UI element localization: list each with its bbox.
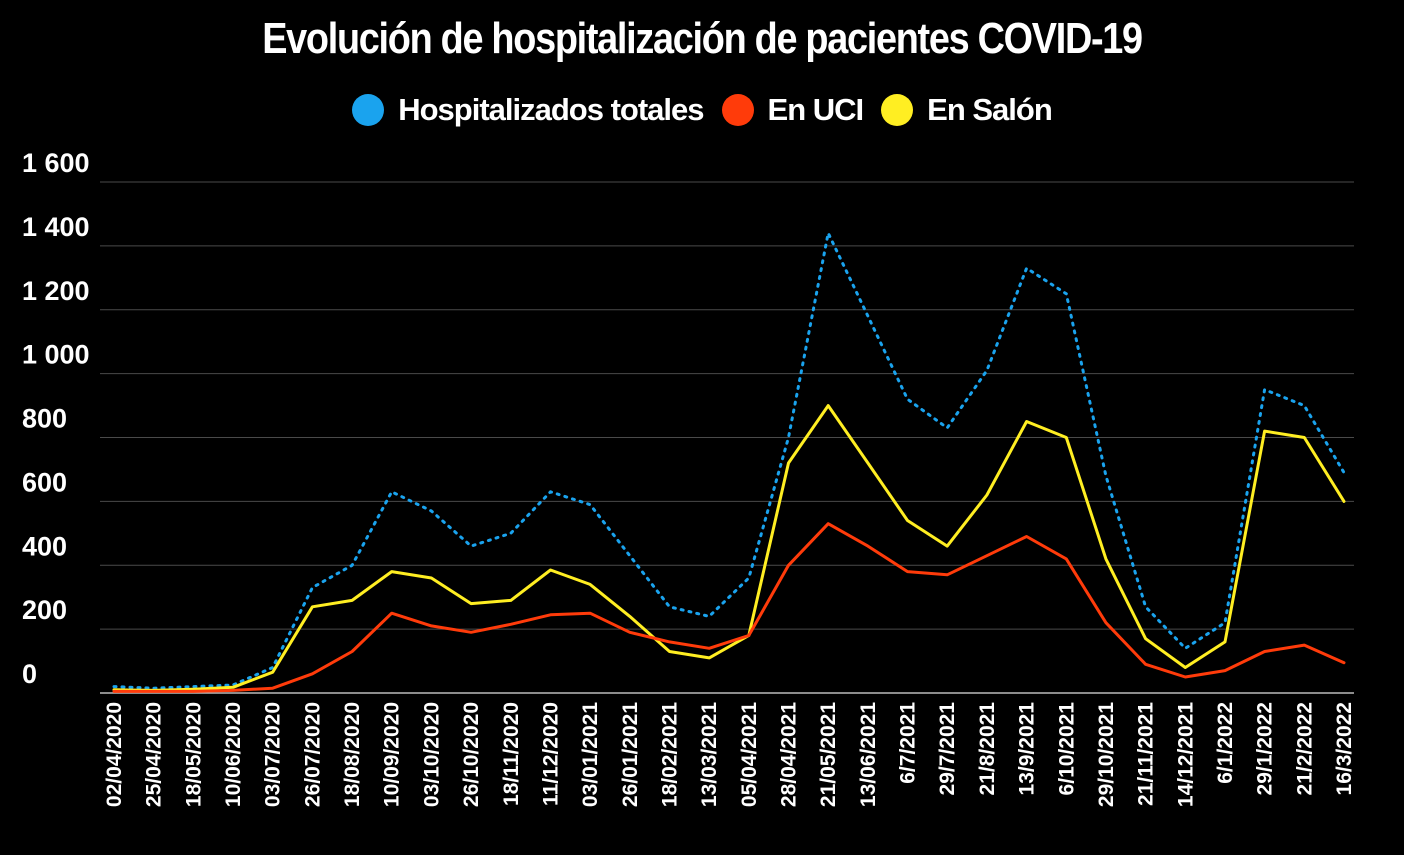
y-tick-label: 1 200 bbox=[22, 276, 90, 306]
x-tick-label: 21/2/2022 bbox=[1293, 702, 1316, 795]
x-tick-label: 13/03/2021 bbox=[698, 702, 721, 807]
series-line bbox=[112, 522, 1346, 693]
legend-label-hospitalizados: Hospitalizados totales bbox=[398, 92, 704, 127]
x-tick-label: 25/04/2020 bbox=[143, 702, 166, 807]
x-axis: 02/04/2020 25/04/2020 18/05/2020 10/06/2020… bbox=[103, 702, 1356, 807]
x-tick-label: 29/7/2021 bbox=[936, 702, 959, 796]
y-tick-label: 0 bbox=[22, 659, 37, 689]
legend-dot-salon-icon bbox=[881, 94, 914, 126]
x-tick-label: 16/3/2022 bbox=[1333, 702, 1356, 795]
x-tick-label: 11/12/2020 bbox=[539, 702, 562, 806]
gridlines bbox=[100, 181, 1354, 694]
x-tick-label: 10/09/2020 bbox=[381, 702, 404, 807]
x-tick-label: 02/04/2020 bbox=[103, 702, 126, 807]
x-tick-label: 21/11/2021 bbox=[1135, 702, 1158, 806]
x-tick-label: 21/8/2021 bbox=[976, 702, 999, 796]
series-line bbox=[112, 231, 1346, 690]
legend-item-hospitalizados[interactable]: Hospitalizados totales bbox=[352, 92, 705, 128]
legend-item-salon[interactable]: En Salón bbox=[881, 92, 1053, 128]
x-tick-label: 21/05/2021 bbox=[817, 702, 840, 807]
y-tick-label: 600 bbox=[22, 467, 67, 497]
x-tick-label: 6/1/2022 bbox=[1214, 702, 1237, 784]
x-tick-label: 6/7/2021 bbox=[897, 702, 920, 784]
y-tick-label: 200 bbox=[22, 595, 67, 625]
x-tick-label: 10/06/2020 bbox=[222, 702, 245, 807]
legend-dot-hospitalizados-icon bbox=[352, 94, 385, 126]
x-tick-label: 29/10/2021 bbox=[1095, 702, 1118, 807]
x-tick-label: 29/1/2022 bbox=[1254, 702, 1277, 795]
x-tick-label: 05/04/2021 bbox=[738, 702, 761, 807]
legend-label-salon: En Salón bbox=[927, 92, 1053, 127]
x-tick-label: 13/06/2021 bbox=[857, 702, 880, 807]
legend-label-uci: En UCI bbox=[767, 92, 865, 127]
x-tick-label: 14/12/2021 bbox=[1174, 702, 1197, 807]
x-tick-label: 18/11/2020 bbox=[500, 702, 523, 806]
series-hospitalizados-totales bbox=[112, 231, 1346, 690]
x-tick-label: 26/07/2020 bbox=[301, 702, 324, 807]
x-tick-label: 13/9/2021 bbox=[1016, 702, 1039, 796]
x-tick-label: 26/01/2021 bbox=[619, 702, 642, 807]
y-tick-label: 400 bbox=[22, 531, 67, 561]
series-lines bbox=[112, 231, 1346, 693]
x-tick-label: 03/10/2020 bbox=[420, 702, 443, 807]
chart-title: Evolución de hospitalización de paciente… bbox=[262, 14, 1143, 63]
legend: Hospitalizados totales En UCI En Salón bbox=[0, 92, 1404, 128]
y-tick-label: 1 600 bbox=[22, 148, 90, 178]
series-en-salón bbox=[112, 404, 1346, 692]
x-tick-label: 28/04/2021 bbox=[778, 702, 801, 807]
x-tick-label: 18/02/2021 bbox=[658, 702, 681, 807]
x-tick-label: 03/07/2020 bbox=[262, 702, 285, 807]
y-tick-label: 800 bbox=[22, 404, 67, 434]
y-tick-label: 1 000 bbox=[22, 340, 90, 370]
x-tick-label: 18/08/2020 bbox=[341, 702, 364, 807]
y-axis: 0 200 400 600 800 1 000 1 200 1 400 1 600 bbox=[22, 148, 90, 689]
legend-dot-uci-icon bbox=[721, 94, 754, 126]
series-en-uci bbox=[112, 522, 1346, 693]
x-tick-label: 6/10/2021 bbox=[1055, 702, 1078, 796]
legend-item-uci[interactable]: En UCI bbox=[721, 92, 865, 128]
y-tick-label: 1 400 bbox=[22, 212, 90, 242]
x-tick-label: 03/01/2021 bbox=[579, 702, 602, 807]
series-line bbox=[112, 404, 1346, 692]
x-tick-label: 18/05/2020 bbox=[182, 702, 205, 807]
x-tick-label: 26/10/2020 bbox=[460, 702, 483, 807]
